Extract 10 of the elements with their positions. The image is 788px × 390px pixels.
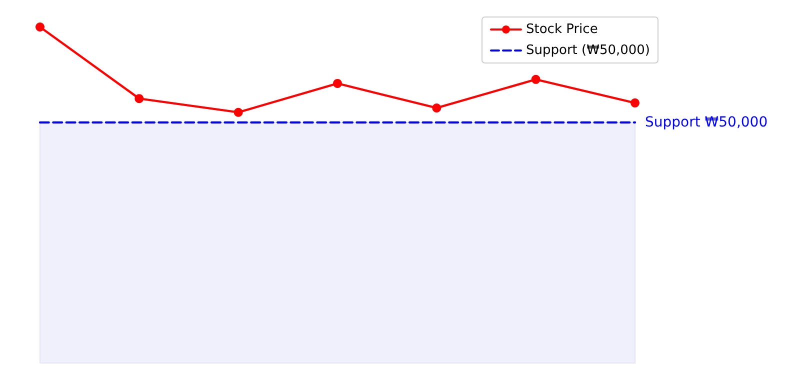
legend-label: Stock Price	[526, 22, 598, 37]
point	[630, 98, 640, 108]
point	[134, 94, 144, 104]
text: Support ₩50,000	[645, 114, 768, 130]
legend-label: Support (₩50,000)	[526, 43, 650, 58]
point	[36, 22, 44, 32]
point	[333, 78, 342, 88]
point	[531, 74, 540, 84]
point	[234, 108, 243, 117]
point	[432, 103, 442, 112]
